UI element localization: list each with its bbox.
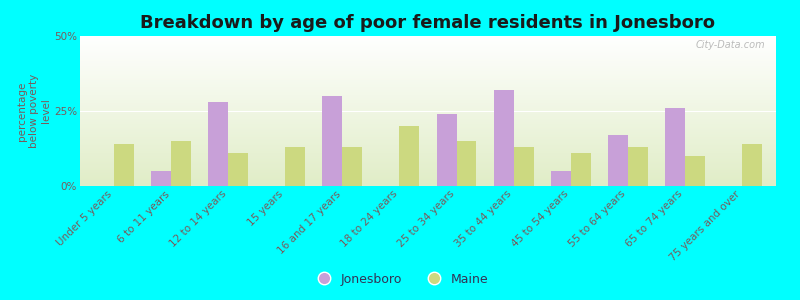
Bar [514, 147, 534, 186]
Bar [171, 141, 191, 186]
Bar [286, 147, 306, 186]
Bar [342, 147, 362, 186]
Bar [228, 153, 248, 186]
Bar [742, 144, 762, 186]
Bar [399, 126, 419, 186]
Bar [608, 135, 628, 186]
Bar [151, 171, 171, 186]
Bar [208, 102, 228, 186]
Bar [322, 96, 342, 186]
Legend: Jonesboro, Maine: Jonesboro, Maine [306, 268, 494, 291]
Title: Breakdown by age of poor female residents in Jonesboro: Breakdown by age of poor female resident… [141, 14, 715, 32]
Bar [437, 114, 457, 186]
Y-axis label: percentage
below poverty
level: percentage below poverty level [17, 74, 51, 148]
Bar [628, 147, 648, 186]
Bar [550, 171, 570, 186]
Bar [457, 141, 477, 186]
Text: City-Data.com: City-Data.com [696, 40, 766, 50]
Bar [685, 156, 705, 186]
Bar [114, 144, 134, 186]
Bar [570, 153, 590, 186]
Bar [494, 90, 514, 186]
Bar [665, 108, 685, 186]
